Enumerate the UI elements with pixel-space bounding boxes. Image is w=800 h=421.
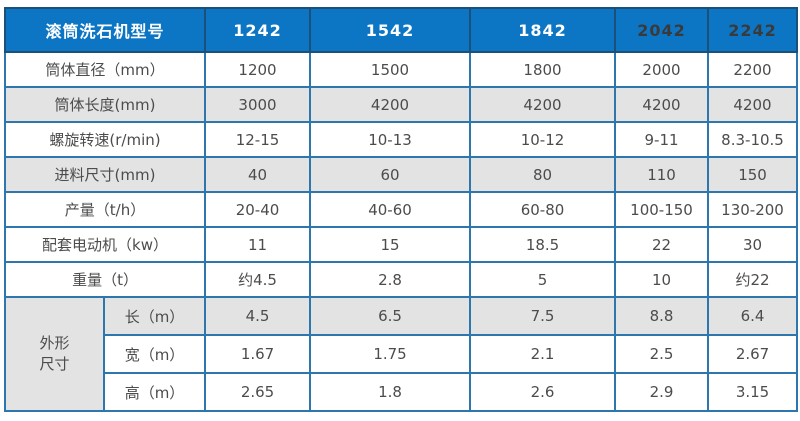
cell: 11	[204, 226, 312, 263]
row-label: 螺旋转速(r/min)	[3, 121, 207, 158]
dimension-group-label-line2: 尺寸	[39, 355, 70, 373]
table-row: 螺旋转速(r/min) 12-15 10-13 10-12 9-11 8.3-1…	[3, 121, 799, 158]
header-row: 滚筒洗石机型号 1242 1542 1842 2042 2242	[3, 7, 799, 53]
row-label: 长（m）	[102, 296, 207, 336]
cell: 7.5	[469, 296, 617, 336]
cell: 1.8	[309, 372, 472, 412]
cell: 2.6	[469, 372, 617, 412]
cell: 100-150	[614, 191, 710, 228]
cell: 约22	[707, 261, 799, 298]
cell: 2200	[707, 51, 799, 88]
cell: 4200	[309, 86, 472, 123]
cell: 2.9	[614, 372, 710, 412]
dimension-group-label: 外形 尺寸	[4, 296, 105, 412]
table-row: 宽（m） 1.67 1.75 2.1 2.5 2.67	[5, 334, 799, 374]
row-label: 配套电动机（kw）	[3, 226, 207, 263]
cell: 5	[469, 261, 617, 298]
row-label: 产量（t/h）	[3, 191, 207, 228]
model-column-header: 1542	[309, 7, 472, 53]
model-column-header: 2242	[707, 7, 799, 53]
row-label: 筒体长度(mm)	[3, 86, 207, 123]
cell: 1500	[309, 51, 472, 88]
cell: 2.1	[469, 334, 617, 374]
cell: 1800	[469, 51, 617, 88]
cell: 110	[614, 156, 710, 193]
cell: 4200	[614, 86, 710, 123]
cell: 40	[204, 156, 312, 193]
table-row: 筒体直径（mm） 1200 1500 1800 2000 2200	[3, 51, 799, 88]
model-column-header: 1842	[469, 7, 617, 53]
cell: 15	[309, 226, 472, 263]
cell: 3.15	[707, 372, 799, 412]
table-row: 重量（t） 约4.5 2.8 5 10 约22	[3, 261, 799, 298]
cell: 60-80	[469, 191, 617, 228]
cell: 20-40	[204, 191, 312, 228]
cell: 2.5	[614, 334, 710, 374]
table-row: 进料尺寸(mm) 40 60 80 110 150	[3, 156, 799, 193]
cell: 10-13	[309, 121, 472, 158]
table-row: 产量（t/h） 20-40 40-60 60-80 100-150 130-20…	[3, 191, 799, 228]
cell: 1.67	[204, 334, 312, 374]
cell: 2000	[614, 51, 710, 88]
table-row: 配套电动机（kw） 11 15 18.5 22 30	[3, 226, 799, 263]
cell: 2.8	[309, 261, 472, 298]
table-title: 滚筒洗石机型号	[3, 7, 207, 53]
cell: 18.5	[469, 226, 617, 263]
cell: 60	[309, 156, 472, 193]
cell: 1200	[204, 51, 312, 88]
cell: 6.5	[309, 296, 472, 336]
cell: 3000	[204, 86, 312, 123]
table-row: 高（m） 2.65 1.8 2.6 2.9 3.15	[5, 372, 799, 412]
cell: 6.4	[707, 296, 799, 336]
cell: 22	[614, 226, 710, 263]
row-label: 筒体直径（mm）	[3, 51, 207, 88]
cell: 40-60	[309, 191, 472, 228]
table-row: 外形 尺寸 长（m） 4.5 6.5 7.5 8.8 6.4	[4, 296, 799, 412]
cell: 4.5	[204, 296, 312, 336]
row-label: 高（m）	[102, 372, 207, 412]
cell: 80	[469, 156, 617, 193]
cell: 4200	[469, 86, 617, 123]
cell: 2.65	[204, 372, 312, 412]
cell: 10	[614, 261, 710, 298]
model-column-header: 1242	[204, 7, 312, 53]
cell: 8.3-10.5	[707, 121, 799, 158]
cell: 8.8	[614, 296, 710, 336]
row-label: 宽（m）	[102, 334, 207, 374]
table-row: 筒体长度(mm) 3000 4200 4200 4200 4200	[3, 86, 799, 123]
cell: 4200	[707, 86, 799, 123]
cell: 30	[707, 226, 799, 263]
spec-table: 滚筒洗石机型号 1242 1542 1842 2042 2242 筒体直径（mm…	[3, 7, 799, 412]
cell: 1.75	[309, 334, 472, 374]
row-label: 进料尺寸(mm)	[3, 156, 207, 193]
cell: 130-200	[707, 191, 799, 228]
cell: 150	[707, 156, 799, 193]
cell: 约4.5	[204, 261, 312, 298]
model-column-header: 2042	[614, 7, 710, 53]
cell: 10-12	[469, 121, 617, 158]
dimension-group-label-line1: 外形	[39, 334, 70, 352]
row-label: 重量（t）	[3, 261, 207, 298]
cell: 12-15	[204, 121, 312, 158]
cell: 2.67	[707, 334, 799, 374]
cell: 9-11	[614, 121, 710, 158]
